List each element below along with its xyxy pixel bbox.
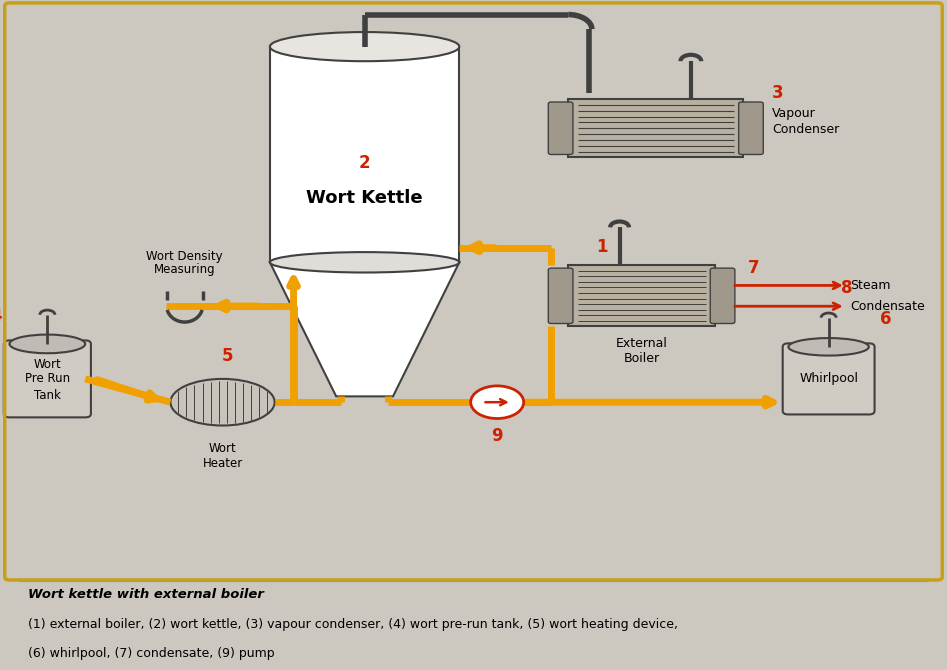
Polygon shape: [270, 262, 459, 397]
Ellipse shape: [170, 379, 275, 425]
Text: (1) external boiler, (2) wort kettle, (3) vapour condenser, (4) wort pre-run tan: (1) external boiler, (2) wort kettle, (3…: [28, 618, 678, 632]
Text: Boiler: Boiler: [623, 352, 660, 365]
Text: Vapour: Vapour: [772, 107, 815, 120]
Text: 7: 7: [748, 259, 759, 277]
Text: Wort: Wort: [33, 358, 62, 371]
Text: Wort kettle with external boiler: Wort kettle with external boiler: [28, 588, 264, 602]
FancyBboxPatch shape: [270, 47, 459, 262]
FancyBboxPatch shape: [783, 343, 875, 415]
FancyBboxPatch shape: [4, 340, 91, 417]
Ellipse shape: [270, 32, 459, 61]
Text: Wort Kettle: Wort Kettle: [306, 189, 423, 207]
Text: 8: 8: [841, 279, 852, 297]
Text: Whirlpool: Whirlpool: [799, 373, 858, 385]
Ellipse shape: [9, 334, 85, 353]
FancyBboxPatch shape: [568, 265, 715, 326]
Text: 3: 3: [772, 84, 783, 103]
Text: 6: 6: [881, 310, 892, 328]
Text: 9: 9: [491, 427, 503, 445]
Ellipse shape: [270, 252, 459, 273]
Text: Pre Run: Pre Run: [25, 373, 70, 385]
Text: Steam: Steam: [850, 279, 891, 292]
FancyBboxPatch shape: [710, 268, 735, 324]
Text: Wort Density: Wort Density: [147, 250, 223, 263]
Text: Wort: Wort: [208, 442, 237, 456]
Text: External: External: [616, 338, 668, 350]
Text: 1: 1: [597, 238, 608, 255]
Text: Condenser: Condenser: [772, 123, 839, 136]
Ellipse shape: [788, 338, 869, 356]
Circle shape: [471, 386, 524, 419]
FancyBboxPatch shape: [548, 102, 573, 155]
FancyBboxPatch shape: [568, 99, 743, 157]
Text: 4: 4: [0, 307, 2, 324]
FancyBboxPatch shape: [739, 102, 763, 155]
Text: Heater: Heater: [203, 457, 242, 470]
Text: Tank: Tank: [34, 389, 61, 402]
Text: (6) whirlpool, (7) condensate, (9) pump: (6) whirlpool, (7) condensate, (9) pump: [28, 647, 275, 660]
FancyBboxPatch shape: [548, 268, 573, 324]
Text: 5: 5: [222, 348, 233, 365]
Text: 2: 2: [359, 154, 370, 172]
Text: Measuring: Measuring: [153, 263, 216, 277]
Text: Condensate: Condensate: [850, 299, 925, 313]
